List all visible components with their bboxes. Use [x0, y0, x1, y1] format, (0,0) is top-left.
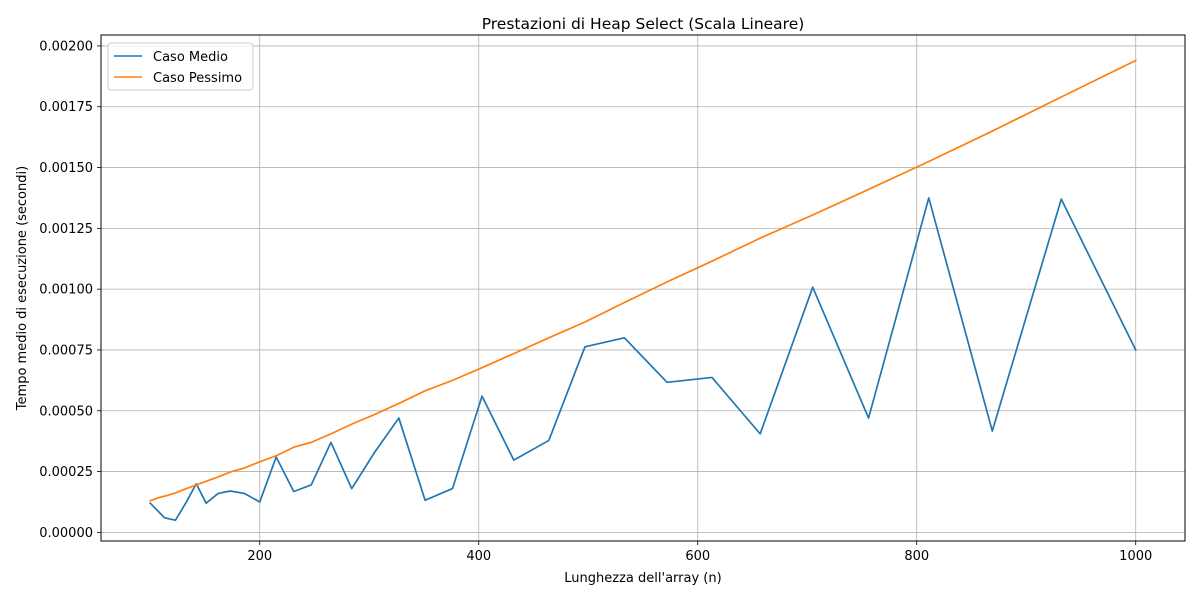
- legend-label-caso-pessimo: Caso Pessimo: [153, 71, 242, 86]
- x-tick-label: 400: [466, 549, 491, 564]
- y-tick-label: 0.00150: [39, 161, 93, 176]
- legend-label-caso-medio: Caso Medio: [153, 50, 228, 65]
- y-tick-label: 0.00175: [39, 100, 93, 115]
- plot-frame: [100, 34, 1186, 542]
- y-tick-label: 0.00050: [39, 404, 93, 419]
- x-tick-label: 200: [247, 549, 272, 564]
- x-axis-label: Lunghezza dell'array (n): [564, 571, 721, 586]
- y-tick-label: 0.00125: [39, 222, 93, 237]
- chart-title: Prestazioni di Heap Select (Scala Linear…: [482, 15, 805, 33]
- x-axis: 200 400 600 800 1000: [247, 541, 1152, 564]
- y-tick-label: 0.00100: [39, 283, 93, 298]
- legend-box: [107, 42, 254, 91]
- series-line-caso-pessimo: [149, 59, 1137, 502]
- y-axis: 0.00000 0.00025 0.00050 0.00075 0.00100 0.001…: [39, 39, 101, 541]
- series-lines: [149, 59, 1137, 522]
- y-tick-label: 0.00075: [39, 343, 93, 358]
- grid: [101, 35, 1185, 541]
- x-tick-label: 1000: [1119, 549, 1152, 564]
- y-tick-label: 0.00200: [39, 39, 93, 54]
- legend: Caso Medio Caso Pessimo: [107, 42, 254, 91]
- x-tick-label: 800: [904, 549, 929, 564]
- y-tick-label: 0.00025: [39, 465, 93, 480]
- y-tick-label: 0.00000: [39, 526, 93, 541]
- series-line-caso-medio: [149, 197, 1137, 522]
- y-axis-label: Tempo medio di esecuzione (secondi): [15, 166, 30, 411]
- x-tick-label: 600: [685, 549, 710, 564]
